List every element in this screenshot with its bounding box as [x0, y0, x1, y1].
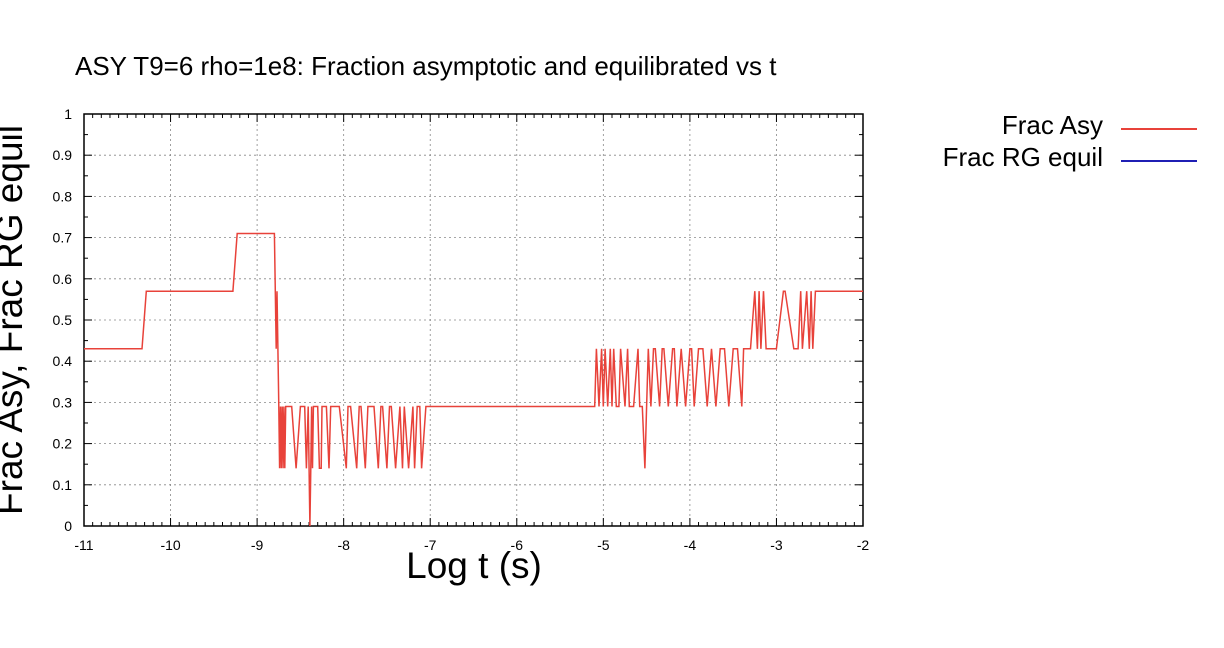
x-tick-label: -4	[684, 537, 697, 553]
series-group	[84, 232, 863, 527]
y-tick-label: 0.3	[53, 394, 73, 410]
y-tick-label: 0.8	[53, 188, 73, 204]
x-tick-label: -5	[597, 537, 610, 553]
y-axis-label: Frac Asy, Frac RG equil	[0, 125, 30, 515]
x-tick-label: -8	[337, 537, 350, 553]
series-line-frac-asy	[84, 232, 863, 527]
x-tick-label: -6	[511, 537, 524, 553]
x-axis-label: Log t (s)	[406, 545, 542, 586]
chart-title: ASY T9=6 rho=1e8: Fraction asymptotic an…	[75, 51, 777, 81]
x-tick-label: -7	[424, 537, 437, 553]
y-tick-label: 0.4	[53, 353, 73, 369]
x-tick-label: -9	[251, 537, 264, 553]
y-tick-label: 0.1	[53, 477, 73, 493]
x-tick-label: -11	[74, 537, 93, 553]
tick-labels: -11 -10 -9 -8 -7 -6 -5 -4 -3 -2 0 0.1 0.2 0.3 0.4 0.5 0.…	[53, 106, 870, 553]
legend-label: Frac RG equil	[943, 142, 1103, 172]
x-tick-label: -3	[770, 537, 783, 553]
y-tick-label: 0	[64, 518, 72, 534]
y-tick-label: 0.2	[53, 436, 73, 452]
y-tick-label: 0.7	[53, 230, 73, 246]
ticks	[83, 113, 864, 527]
y-tick-label: 0.6	[53, 271, 73, 287]
grid	[84, 114, 863, 526]
y-tick-label: 0.5	[53, 312, 73, 328]
legend-label: Frac Asy	[1002, 110, 1103, 140]
y-tick-label: 1	[64, 106, 72, 122]
x-tick-label: -2	[857, 537, 870, 553]
x-tick-label: -10	[160, 537, 180, 553]
y-tick-label: 0.9	[53, 147, 73, 163]
